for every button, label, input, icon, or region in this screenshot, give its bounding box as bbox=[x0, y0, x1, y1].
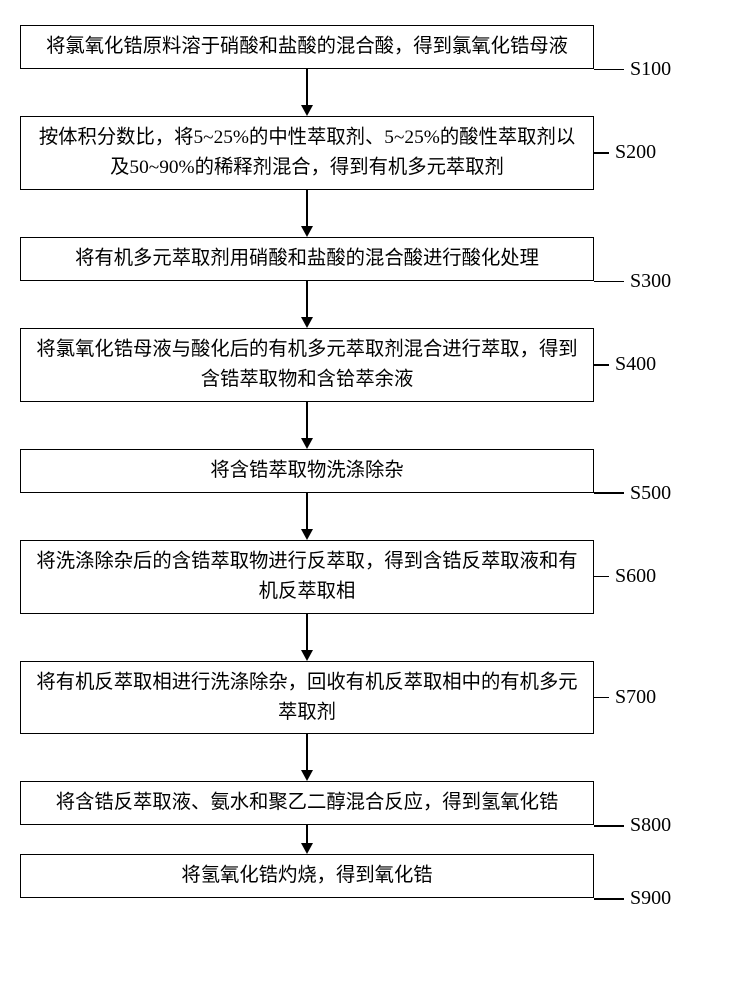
flowchart-container: 将氯氧化锆原料溶于硝酸和盐酸的混合酸，得到氯氧化锆母液S100按体积分数比，将5… bbox=[20, 25, 720, 898]
step-S600: 将洗涤除杂后的含锆萃取物进行反萃取，得到含锆反萃取液和有机反萃取相 S600 bbox=[20, 540, 720, 614]
label-tick bbox=[594, 825, 624, 827]
arrow-down bbox=[20, 493, 594, 540]
step-label: S900 bbox=[630, 887, 671, 910]
label-connector: S700 bbox=[594, 686, 656, 709]
arrow-line bbox=[306, 825, 308, 843]
arrow-line bbox=[306, 402, 308, 438]
step-label: S700 bbox=[615, 686, 656, 709]
step-S900: 将氢氧化锆灼烧，得到氧化锆S900 bbox=[20, 854, 720, 898]
label-tick bbox=[594, 697, 609, 699]
step-box: 将含锆萃取物洗涤除杂 bbox=[20, 449, 594, 493]
arrow-head-icon bbox=[301, 650, 313, 661]
arrow-down bbox=[20, 614, 594, 661]
step-S200: 按体积分数比，将5~25%的中性萃取剂、5~25%的酸性萃取剂以及50~90%的… bbox=[20, 116, 720, 190]
step-label: S400 bbox=[615, 353, 656, 376]
step-box: 将含锆反萃取液、氨水和聚乙二醇混合反应，得到氢氧化锆 bbox=[20, 781, 594, 825]
label-tick bbox=[594, 152, 609, 154]
step-box: 将有机反萃取相进行洗涤除杂，回收有机反萃取相中的有机多元萃取剂 bbox=[20, 661, 594, 735]
arrow-down bbox=[20, 825, 594, 854]
arrow-line bbox=[306, 69, 308, 105]
arrow-down bbox=[20, 281, 594, 328]
arrow-line bbox=[306, 614, 308, 650]
label-connector: S400 bbox=[594, 353, 656, 376]
step-box: 将氯氧化锆原料溶于硝酸和盐酸的混合酸，得到氯氧化锆母液 bbox=[20, 25, 594, 69]
arrow-down bbox=[20, 734, 594, 781]
label-tick bbox=[594, 69, 624, 71]
arrow-down bbox=[20, 190, 594, 237]
arrow-line bbox=[306, 493, 308, 529]
label-tick bbox=[594, 281, 624, 283]
label-tick bbox=[594, 576, 609, 578]
arrow-head-icon bbox=[301, 226, 313, 237]
step-label: S600 bbox=[615, 565, 656, 588]
step-label: S200 bbox=[615, 141, 656, 164]
arrow-down bbox=[20, 402, 594, 449]
arrow-line bbox=[306, 281, 308, 317]
step-label: S100 bbox=[630, 58, 671, 81]
label-connector: S200 bbox=[594, 141, 656, 164]
arrow-head-icon bbox=[301, 317, 313, 328]
step-S400: 将氯氧化锆母液与酸化后的有机多元萃取剂混合进行萃取，得到含锆萃取物和含铪萃余液 S… bbox=[20, 328, 720, 402]
label-tick bbox=[594, 898, 624, 900]
label-connector: S500 bbox=[594, 482, 671, 505]
arrow-line bbox=[306, 734, 308, 770]
label-connector: S300 bbox=[594, 270, 671, 293]
step-box: 将氢氧化锆灼烧，得到氧化锆 bbox=[20, 854, 594, 898]
label-tick bbox=[594, 492, 624, 494]
step-S300: 将有机多元萃取剂用硝酸和盐酸的混合酸进行酸化处理S300 bbox=[20, 237, 720, 281]
arrow-head-icon bbox=[301, 105, 313, 116]
step-label: S800 bbox=[630, 814, 671, 837]
step-box: 按体积分数比，将5~25%的中性萃取剂、5~25%的酸性萃取剂以及50~90%的… bbox=[20, 116, 594, 190]
step-S800: 将含锆反萃取液、氨水和聚乙二醇混合反应，得到氢氧化锆S800 bbox=[20, 781, 720, 825]
arrow-down bbox=[20, 69, 594, 116]
label-connector: S800 bbox=[594, 814, 671, 837]
arrow-head-icon bbox=[301, 843, 313, 854]
step-S500: 将含锆萃取物洗涤除杂S500 bbox=[20, 449, 720, 493]
step-box: 将洗涤除杂后的含锆萃取物进行反萃取，得到含锆反萃取液和有机反萃取相 bbox=[20, 540, 594, 614]
step-label: S500 bbox=[630, 482, 671, 505]
arrow-head-icon bbox=[301, 438, 313, 449]
arrow-head-icon bbox=[301, 770, 313, 781]
arrow-line bbox=[306, 190, 308, 226]
step-label: S300 bbox=[630, 270, 671, 293]
label-connector: S900 bbox=[594, 887, 671, 910]
step-box: 将有机多元萃取剂用硝酸和盐酸的混合酸进行酸化处理 bbox=[20, 237, 594, 281]
arrow-head-icon bbox=[301, 529, 313, 540]
label-connector: S100 bbox=[594, 58, 671, 81]
step-box: 将氯氧化锆母液与酸化后的有机多元萃取剂混合进行萃取，得到含锆萃取物和含铪萃余液 bbox=[20, 328, 594, 402]
step-S700: 将有机反萃取相进行洗涤除杂，回收有机反萃取相中的有机多元萃取剂 S700 bbox=[20, 661, 720, 735]
label-connector: S600 bbox=[594, 565, 656, 588]
step-S100: 将氯氧化锆原料溶于硝酸和盐酸的混合酸，得到氯氧化锆母液S100 bbox=[20, 25, 720, 69]
label-tick bbox=[594, 364, 609, 366]
